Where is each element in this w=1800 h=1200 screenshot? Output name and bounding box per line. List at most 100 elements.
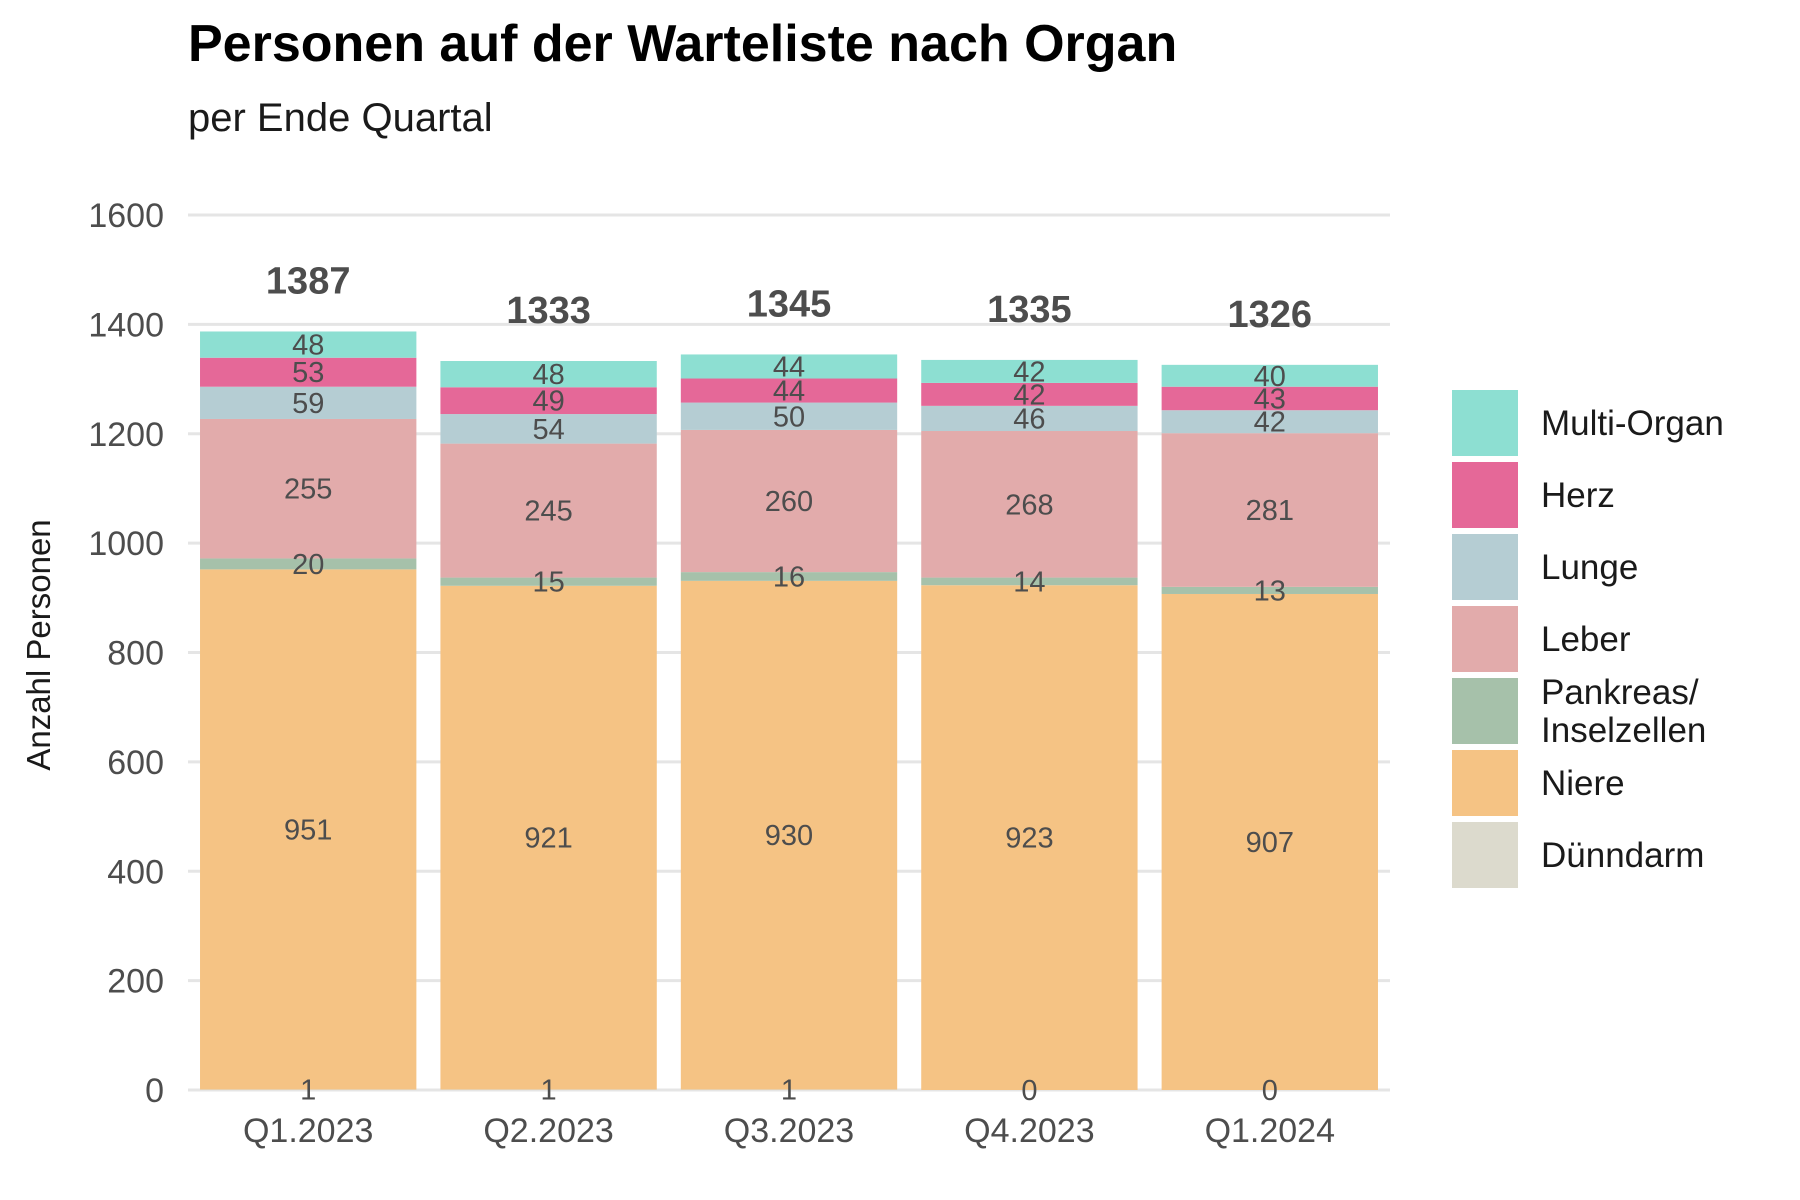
total-value-label: 1335: [987, 289, 1072, 331]
bar-segment: [1161, 364, 1378, 387]
y-tick-label: 1000: [88, 525, 164, 563]
chart-title: Personen auf der Warteliste nach Organ: [188, 15, 1178, 73]
bar-segment: [200, 386, 417, 419]
bar-segment: [921, 431, 1138, 578]
bar-segment: [200, 1089, 417, 1090]
legend-swatch: [1452, 678, 1518, 744]
y-tick-label: 1200: [88, 416, 164, 454]
segment-value-label: 14: [1013, 566, 1045, 598]
segment-value-label: 44: [773, 351, 805, 383]
legend: Multi-Organ Herz Lunge Leber Pankreas/Inselz…: [1452, 390, 1724, 888]
y-tick-label: 600: [107, 744, 164, 782]
segment-value-label: 921: [524, 823, 572, 855]
bar-segment: [680, 429, 898, 573]
legend-label: Dünndarm: [1541, 836, 1704, 875]
segment-value-label: 0: [1262, 1075, 1278, 1107]
bar-segment: [921, 382, 1138, 406]
legend-swatch: [1452, 822, 1518, 888]
segment-value-label: 951: [284, 814, 332, 846]
segment-value-label: 930: [765, 820, 813, 852]
total-value-label: 1345: [747, 283, 832, 325]
bar-segment: [1161, 410, 1378, 434]
legend-label: Pankreas/Inselzellen: [1541, 673, 1706, 750]
y-tick-label: 0: [145, 1072, 164, 1110]
segment-value-label: 46: [1013, 403, 1045, 435]
segment-value-label: 50: [773, 401, 805, 433]
bar-segment: [200, 331, 417, 358]
segment-value-label: 1: [781, 1075, 797, 1107]
segment-value-label: 0: [1021, 1075, 1037, 1107]
bar-segment: [921, 585, 1138, 1090]
segment-value-label: 245: [524, 496, 572, 528]
legend-swatch: [1452, 606, 1518, 672]
bar-segment: [1161, 386, 1378, 411]
segment-value-label: 42: [1254, 407, 1286, 439]
segment-labels: 1951202555953481921152455449481930162605…: [284, 330, 1294, 1107]
bar-segment: [200, 357, 417, 387]
legend-label: Niere: [1541, 764, 1625, 803]
legend-swatch: [1452, 390, 1518, 456]
x-axis-ticks: Q1.2023 Q2.2023 Q3.2023 Q4.2023 Q1.2024: [243, 1112, 1335, 1150]
legend-swatch: [1452, 750, 1518, 816]
bar-segment: [921, 405, 1138, 432]
x-tick-label: Q3.2023: [724, 1112, 854, 1150]
total-labels: 1387 1333 1345 1335 1326: [266, 260, 1312, 335]
bar-segment: [440, 387, 657, 415]
bar-segment: [680, 378, 898, 403]
segment-value-label: 40: [1254, 361, 1286, 393]
y-tick-label: 400: [107, 853, 164, 891]
y-tick-label: 1400: [88, 306, 164, 344]
segment-value-label: 907: [1246, 827, 1294, 859]
bar-segment: [440, 414, 657, 444]
segment-value-label: 42: [1013, 379, 1045, 411]
segment-value-label: 268: [1005, 489, 1053, 521]
legend-label: Leber: [1541, 620, 1631, 659]
segment-value-label: 260: [765, 486, 813, 518]
segment-value-label: 255: [284, 474, 332, 506]
y-tick-label: 200: [107, 963, 164, 1001]
y-tick-label: 1600: [88, 197, 164, 235]
segment-value-label: 49: [532, 386, 564, 418]
segment-value-label: 48: [292, 330, 324, 362]
segment-value-label: 59: [292, 388, 324, 420]
bar-segment: [921, 577, 1138, 586]
x-tick-label: Q2.2023: [483, 1112, 613, 1150]
legend-label: Herz: [1541, 476, 1615, 515]
y-axis-label: Anzahl Personen: [20, 519, 57, 770]
segment-value-label: 16: [773, 561, 805, 593]
bar-segment: [680, 572, 898, 581]
bar-segment: [200, 569, 417, 1090]
segment-value-label: 48: [532, 359, 564, 391]
y-tick-label: 800: [107, 635, 164, 673]
bar-segment: [680, 354, 898, 379]
bar-segment: [680, 1089, 898, 1090]
segment-value-label: 42: [1013, 356, 1045, 388]
bar-segment: [680, 580, 898, 1090]
legend-label: Multi-Organ: [1541, 404, 1724, 443]
segment-value-label: 1: [300, 1075, 316, 1107]
segment-value-label: 15: [532, 567, 564, 599]
segment-value-label: 13: [1254, 575, 1286, 607]
legend-swatch: [1452, 534, 1518, 600]
segment-value-label: 54: [532, 414, 564, 446]
total-value-label: 1333: [506, 290, 591, 332]
segment-value-label: 53: [292, 357, 324, 389]
segment-value-label: 923: [1005, 823, 1053, 855]
segment-value-label: 1: [541, 1075, 557, 1107]
bar-segment: [440, 361, 657, 388]
chart-subtitle: per Ende Quartal: [188, 96, 493, 140]
bar-segment: [1161, 593, 1378, 1090]
y-axis-ticks: 0 200 400 600 800 1000 1200 1400 1600: [88, 197, 164, 1110]
total-value-label: 1326: [1228, 294, 1313, 336]
bar-segment: [200, 418, 417, 559]
x-tick-label: Q1.2024: [1205, 1112, 1335, 1150]
segment-value-label: 43: [1254, 383, 1286, 415]
segment-value-label: 44: [773, 376, 805, 408]
bar-segment: [1161, 433, 1378, 587]
bar-segment: [440, 443, 657, 578]
segment-value-label: 20: [292, 549, 324, 581]
x-tick-label: Q4.2023: [964, 1112, 1094, 1150]
total-value-label: 1387: [266, 260, 351, 302]
x-tick-label: Q1.2023: [243, 1112, 373, 1150]
